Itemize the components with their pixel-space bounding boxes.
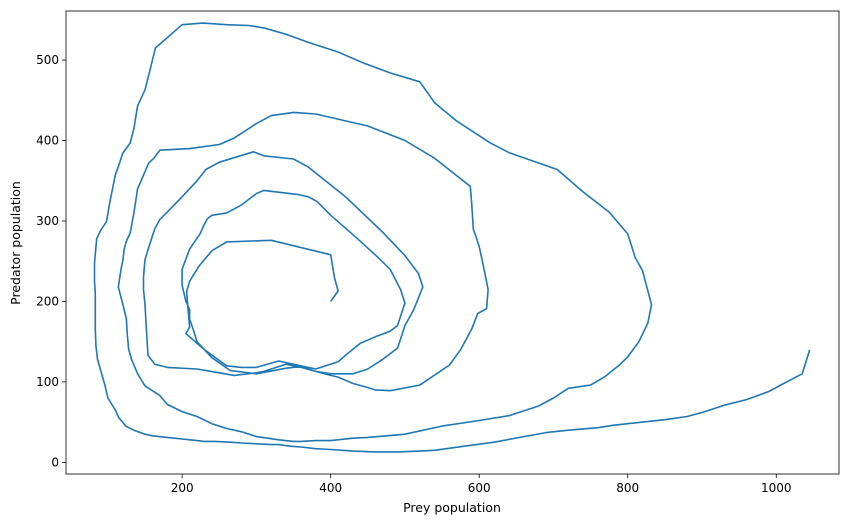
x-tick-label: 1000 — [761, 481, 792, 495]
y-axis-label: Predator population — [8, 181, 23, 305]
x-tick-label: 800 — [616, 481, 639, 495]
y-tick-label: 500 — [36, 53, 59, 67]
y-tick-label: 200 — [36, 294, 59, 308]
x-axis: 200 400 600 800 1000 — [171, 474, 792, 495]
y-tick-label: 0 — [51, 455, 59, 469]
y-tick-label: 400 — [36, 134, 59, 148]
plot-frame — [65, 10, 840, 475]
series-line-0 — [93, 22, 811, 453]
x-tick-label: 600 — [468, 481, 491, 495]
y-tick-label: 300 — [36, 214, 59, 228]
x-axis-label: Prey population — [403, 500, 501, 515]
plot-area — [93, 22, 811, 453]
y-tick-label: 100 — [36, 375, 59, 389]
x-tick-label: 200 — [171, 481, 194, 495]
y-axis: 0 100 200 300 400 500 — [36, 53, 66, 469]
x-tick-label: 400 — [319, 481, 342, 495]
